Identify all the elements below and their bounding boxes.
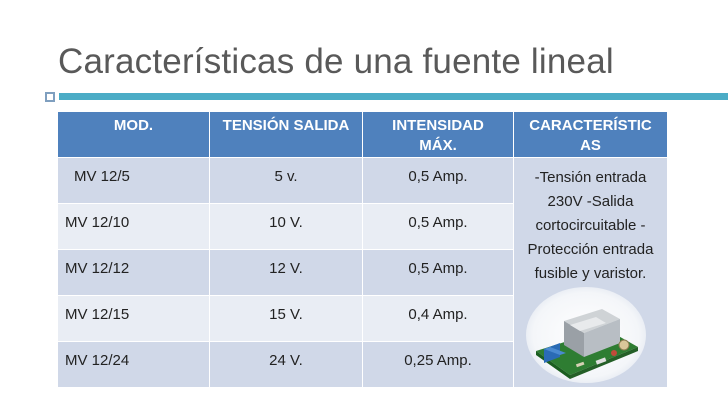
cell-model: MV 12/15 <box>58 296 210 342</box>
cell-voltage: 12 V. <box>210 250 363 296</box>
specs-table: MOD. TENSIÓN SALIDA INTENSIDAD MÁX. CARA… <box>58 112 668 388</box>
table-row: MV 12/15 15 V. 0,4 Amp. <box>58 296 668 342</box>
cell-model: MV 12/24 <box>58 342 210 388</box>
cell-model: MV 12/5 <box>58 158 210 204</box>
table-row: MV 12/12 12 V. 0,5 Amp. <box>58 250 668 296</box>
cell-current: 0,5 Amp. <box>363 204 514 250</box>
cell-current: 0,25 Amp. <box>363 342 514 388</box>
table-row: MV 12/10 10 V. 0,5 Amp. <box>58 204 668 250</box>
header-max-current: INTENSIDAD MÁX. <box>363 112 514 158</box>
cell-voltage: 10 V. <box>210 204 363 250</box>
features-text: -Tensión entrada 230V -Salida cortocircu… <box>527 169 654 282</box>
header-output-voltage: TENSIÓN SALIDA <box>210 112 363 158</box>
slide-title: Características de una fuente lineal <box>58 42 614 81</box>
table-row: MV 12/5 5 v. 0,5 Amp. -Tensión entrada 2… <box>58 158 668 388</box>
cell-model: MV 12/10 <box>58 204 210 250</box>
features-cell: -Tensión entrada 230V -Salida cortocircu… <box>514 158 668 388</box>
cell-current: 0,5 Amp. <box>363 250 514 296</box>
header-features: CARACTERÍSTIC AS <box>514 112 668 158</box>
power-supply-module-photo <box>526 287 646 383</box>
cell-current: 0,4 Amp. <box>363 296 514 342</box>
table-header-row: MOD. TENSIÓN SALIDA INTENSIDAD MÁX. CARA… <box>58 112 668 158</box>
cell-model: MV 12/12 <box>58 250 210 296</box>
cell-voltage: 5 v. <box>210 158 363 204</box>
accent-square <box>45 92 55 102</box>
header-model: MOD. <box>58 112 210 158</box>
cell-voltage: 15 V. <box>210 296 363 342</box>
accent-bar <box>59 93 728 100</box>
cell-current: 0,5 Amp. <box>363 158 514 204</box>
cell-voltage: 24 V. <box>210 342 363 388</box>
table-row: MV 12/24 24 V. 0,25 Amp. <box>58 342 668 388</box>
